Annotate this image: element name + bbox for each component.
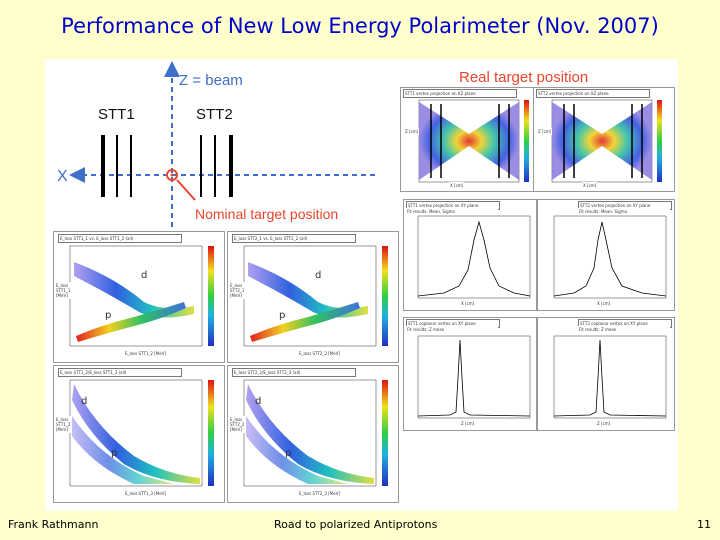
- eloss-histo-4: E_loss STT2_2/E_loss STT2_3 (all) d p E_…: [227, 365, 399, 503]
- projection-2: STT2 vertex projection on XY plane Fit r…: [537, 199, 675, 311]
- footer-author: Frank Rathmann: [8, 518, 99, 531]
- real-target-label: Real target position: [459, 69, 589, 86]
- eloss-histo-2: E_loss STT2_1 vs. E_loss STT2_2 (all) d …: [227, 231, 399, 363]
- page-number: 11: [697, 518, 711, 531]
- slide-title: Performance of New Low Energy Polarimete…: [61, 14, 659, 38]
- content-panel: Z = beam X STT1 STT2 Nominal target posi…: [45, 59, 678, 511]
- projection-3: STT1 coplanar vertex on XY plane Fit res…: [403, 317, 537, 431]
- projection-1: STT1 vertex projection on XY plane Fit r…: [403, 199, 537, 311]
- nominal-target-label: Nominal target position: [195, 206, 338, 222]
- eloss-histo-3: E_loss STT1_2/E_loss STT1_3 (all) d p E_…: [53, 365, 225, 503]
- projection-4: STT2 coplanar vertex on XY plane Fit res…: [537, 317, 675, 431]
- nominal-target-marker: [166, 169, 178, 181]
- stt2-planes: [200, 135, 233, 197]
- stt2-label: STT2: [196, 106, 233, 123]
- footer-center: Road to polarized Antiprotons: [274, 518, 438, 531]
- detector-schematic: Z = beam X STT1 STT2 Nominal target posi…: [57, 61, 375, 227]
- stt1-planes: [101, 135, 132, 197]
- stt1-label: STT1: [98, 106, 135, 123]
- eloss-histo-1: E_loss STT1_1 vs. E_loss STT1_2 (all) d …: [53, 231, 225, 363]
- target-map-2: STT2 vertex projection on XZ plane X [cm…: [533, 87, 675, 192]
- target-map-1: STT1 vertex projection on XZ plane: [400, 87, 540, 192]
- z-axis-label: Z = beam: [179, 72, 243, 89]
- x-axis-label: X: [57, 168, 68, 185]
